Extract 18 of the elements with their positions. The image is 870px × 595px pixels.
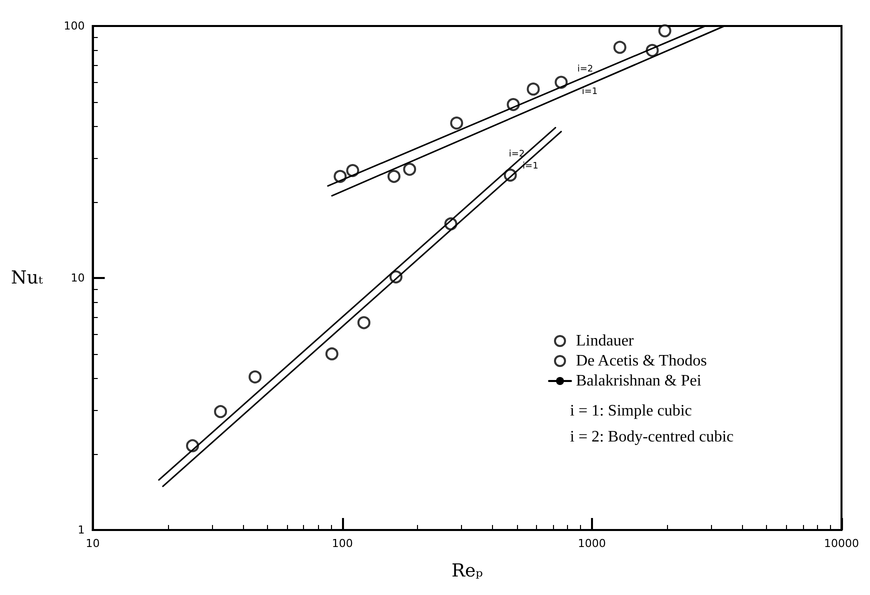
legend-label: De Acetis & Thodos [576, 352, 707, 370]
annotation: i=2 [577, 64, 594, 74]
annotation: i = 1: Simple cubic [570, 402, 692, 420]
y-tick-label: 10 [70, 272, 85, 284]
annotation: i=1 [582, 86, 598, 97]
x-tick-label: 100 [332, 537, 353, 550]
x-tick-label: 1000 [578, 537, 606, 550]
annotation: i=2 [508, 149, 525, 160]
legend-label: Lindauer [576, 332, 634, 350]
y-axis-title: Nuₜ [11, 268, 44, 288]
legend-label: Balakrishnan & Pei [576, 372, 702, 390]
y-tick-label: 100 [64, 20, 85, 32]
x-tick-label: 10000 [824, 537, 860, 550]
annotation: i = 2: Body-centred cubic [570, 428, 734, 446]
x-axis-title: Reₚ [451, 560, 483, 582]
annotation: i=1 [522, 161, 538, 172]
y-tick-label: 1 [78, 524, 85, 536]
x-tick-label: 10 [86, 537, 100, 550]
